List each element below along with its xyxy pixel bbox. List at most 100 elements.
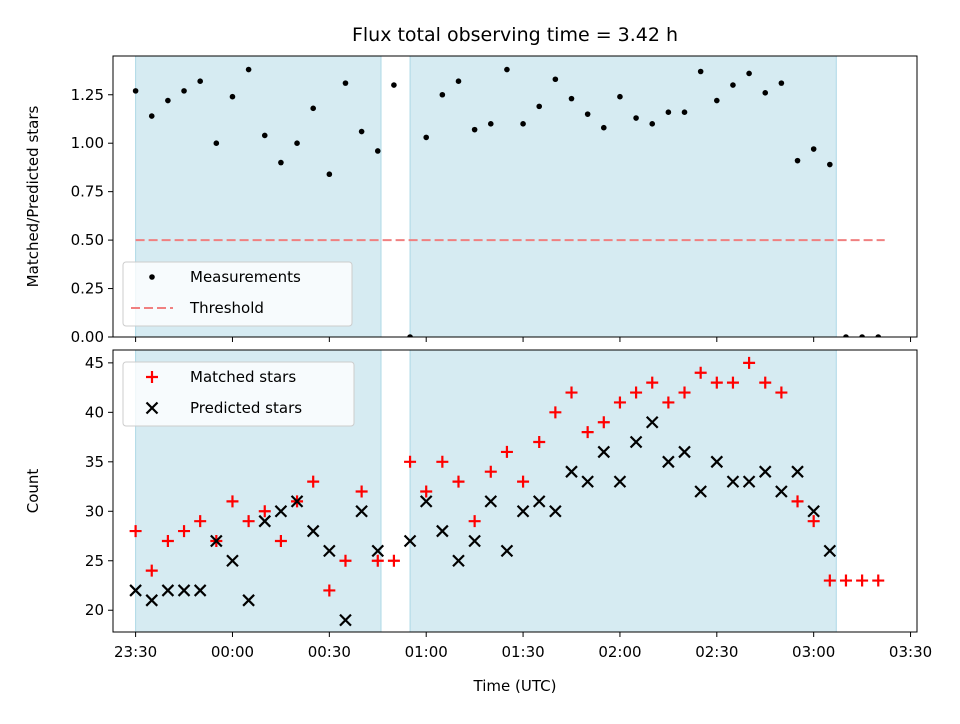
- bottom-x-point-2: [161, 584, 175, 597]
- bottom-x-point-42: [823, 544, 837, 558]
- top-dot-point-46: [875, 334, 882, 337]
- bottom-x-point-13: [339, 613, 352, 627]
- bottom-plus-point-46: [872, 574, 885, 587]
- bottom-x-point-28: [597, 445, 611, 459]
- top-dot-point-38: [746, 70, 752, 77]
- bottom-ytick-label-3: 35: [85, 453, 104, 471]
- top-plot-area: [132, 56, 885, 337]
- bottom-plus-point-19: [436, 455, 449, 468]
- top-dot-point-27: [568, 95, 575, 102]
- top-dot-point-1: [148, 113, 155, 119]
- xtick-label-7: 03:00: [792, 643, 835, 661]
- xtick-label-6: 02:30: [695, 643, 738, 661]
- bottom-ytick-label-5: 45: [85, 354, 104, 372]
- top-ylabel: Matched/Predicted stars: [24, 106, 42, 288]
- bottom-plus-point-7: [242, 515, 255, 528]
- bottom-panel: 20 25 30 35 40 45 23:30 00:00 00:30 01:00 01:30 02:…: [24, 349, 932, 695]
- bottom-x-point-11: [306, 524, 320, 538]
- bottom-plus-point-31: [630, 386, 643, 399]
- bottom-plus-point-21: [468, 515, 481, 528]
- top-dot-point-36: [714, 97, 720, 104]
- bottom-x-point-1: [145, 594, 159, 607]
- bottom-shaded-interval-1: [409, 350, 837, 632]
- bottom-x-point-16: [403, 534, 417, 548]
- bottom-plus-point-42: [807, 515, 820, 528]
- bottom-plus-point-30: [613, 396, 626, 409]
- bottom-plus-point-16: [387, 554, 400, 567]
- bottom-plus-point-9: [274, 534, 287, 547]
- bottom-ytick-label-4: 40: [85, 403, 104, 421]
- bottom-plus-point-27: [565, 386, 578, 399]
- bottom-plus-point-45: [856, 574, 869, 587]
- top-dot-point-44: [843, 334, 849, 337]
- bottom-x-point-3: [177, 584, 191, 597]
- bottom-x-point-10: [290, 495, 304, 508]
- bottom-x-point-29: [613, 475, 627, 488]
- bottom-plus-point-6: [226, 495, 239, 508]
- bottom-x-point-7: [242, 594, 255, 607]
- bottom-plus-point-36: [710, 376, 723, 389]
- bottom-plus-point-38: [743, 356, 756, 369]
- bottom-x-point-39: [775, 485, 788, 498]
- bottom-plus-point-32: [646, 376, 659, 389]
- top-dot-point-16: [391, 82, 397, 88]
- bottom-plus-point-0: [129, 525, 142, 538]
- bottom-legend-marker-0: [146, 371, 158, 383]
- top-dot-point-8: [261, 132, 268, 139]
- top-dot-point-23: [504, 66, 510, 73]
- top-dot-point-3: [181, 88, 187, 94]
- xtick-label-8: 03:30: [889, 643, 932, 661]
- top-legend-label-1: Threshold: [189, 299, 264, 317]
- bottom-plus-point-1: [145, 564, 158, 577]
- bottom-plus-point-39: [759, 376, 772, 389]
- top-ytick-label-3: 0.75: [71, 183, 104, 201]
- bottom-x-point-37: [742, 475, 756, 488]
- xtick-label-5: 02:00: [598, 643, 641, 661]
- chart-title: Flux total observing time = 3.42 h: [352, 24, 678, 46]
- top-dot-point-45: [859, 334, 865, 337]
- bottom-plus-point-4: [194, 515, 207, 528]
- top-legend-box: [122, 261, 353, 327]
- bottom-plus-point-18: [420, 485, 433, 498]
- top-dot-point-11: [310, 105, 316, 112]
- bottom-plus-point-15: [371, 554, 384, 567]
- bottom-ytick-label-0: 20: [85, 601, 104, 619]
- top-dot-point-29: [600, 124, 607, 131]
- top-dot-point-42: [810, 146, 817, 152]
- bottom-plus-point-29: [597, 416, 610, 429]
- top-dot-point-4: [197, 78, 203, 84]
- bottom-legend-label-1: Predicted stars: [190, 399, 302, 417]
- top-ytick-label-5: 1.25: [71, 86, 104, 104]
- top-axes-frame: [112, 55, 918, 338]
- bottom-plus-point-13: [339, 554, 352, 567]
- top-ytick-label-2: 0.50: [71, 231, 104, 249]
- bottom-x-point-0: [129, 584, 142, 597]
- top-dot-point-20: [455, 78, 462, 84]
- bottom-x-point-27: [581, 475, 594, 488]
- bottom-x-point-26: [565, 465, 578, 478]
- bottom-plus-point-14: [355, 485, 368, 498]
- bottom-plus-point-40: [775, 386, 788, 399]
- bottom-x-point-21: [484, 495, 498, 508]
- bottom-plus-point-44: [839, 574, 852, 587]
- bottom-x-point-9: [274, 505, 288, 518]
- top-dot-point-43: [827, 161, 833, 168]
- bottom-ylabel: Count: [24, 469, 42, 514]
- bottom-plus-point-3: [178, 525, 191, 538]
- top-dot-point-40: [778, 80, 785, 86]
- top-dot-point-9: [278, 159, 284, 166]
- top-dot-point-30: [617, 93, 623, 100]
- bottom-plus-point-28: [581, 426, 594, 439]
- top-dot-point-14: [358, 128, 365, 135]
- bottom-x-point-34: [694, 485, 707, 498]
- top-dot-point-34: [681, 109, 688, 115]
- top-ytick-label-4: 1.00: [71, 134, 104, 152]
- bottom-plus-point-41: [791, 495, 804, 508]
- bottom-ytick-label-1: 25: [85, 552, 104, 570]
- top-dot-point-10: [294, 140, 300, 147]
- bottom-x-point-8: [258, 514, 272, 528]
- bottom-plus-point-8: [258, 505, 271, 518]
- top-dot-point-28: [584, 111, 591, 117]
- xtick-label-3: 01:00: [405, 643, 448, 661]
